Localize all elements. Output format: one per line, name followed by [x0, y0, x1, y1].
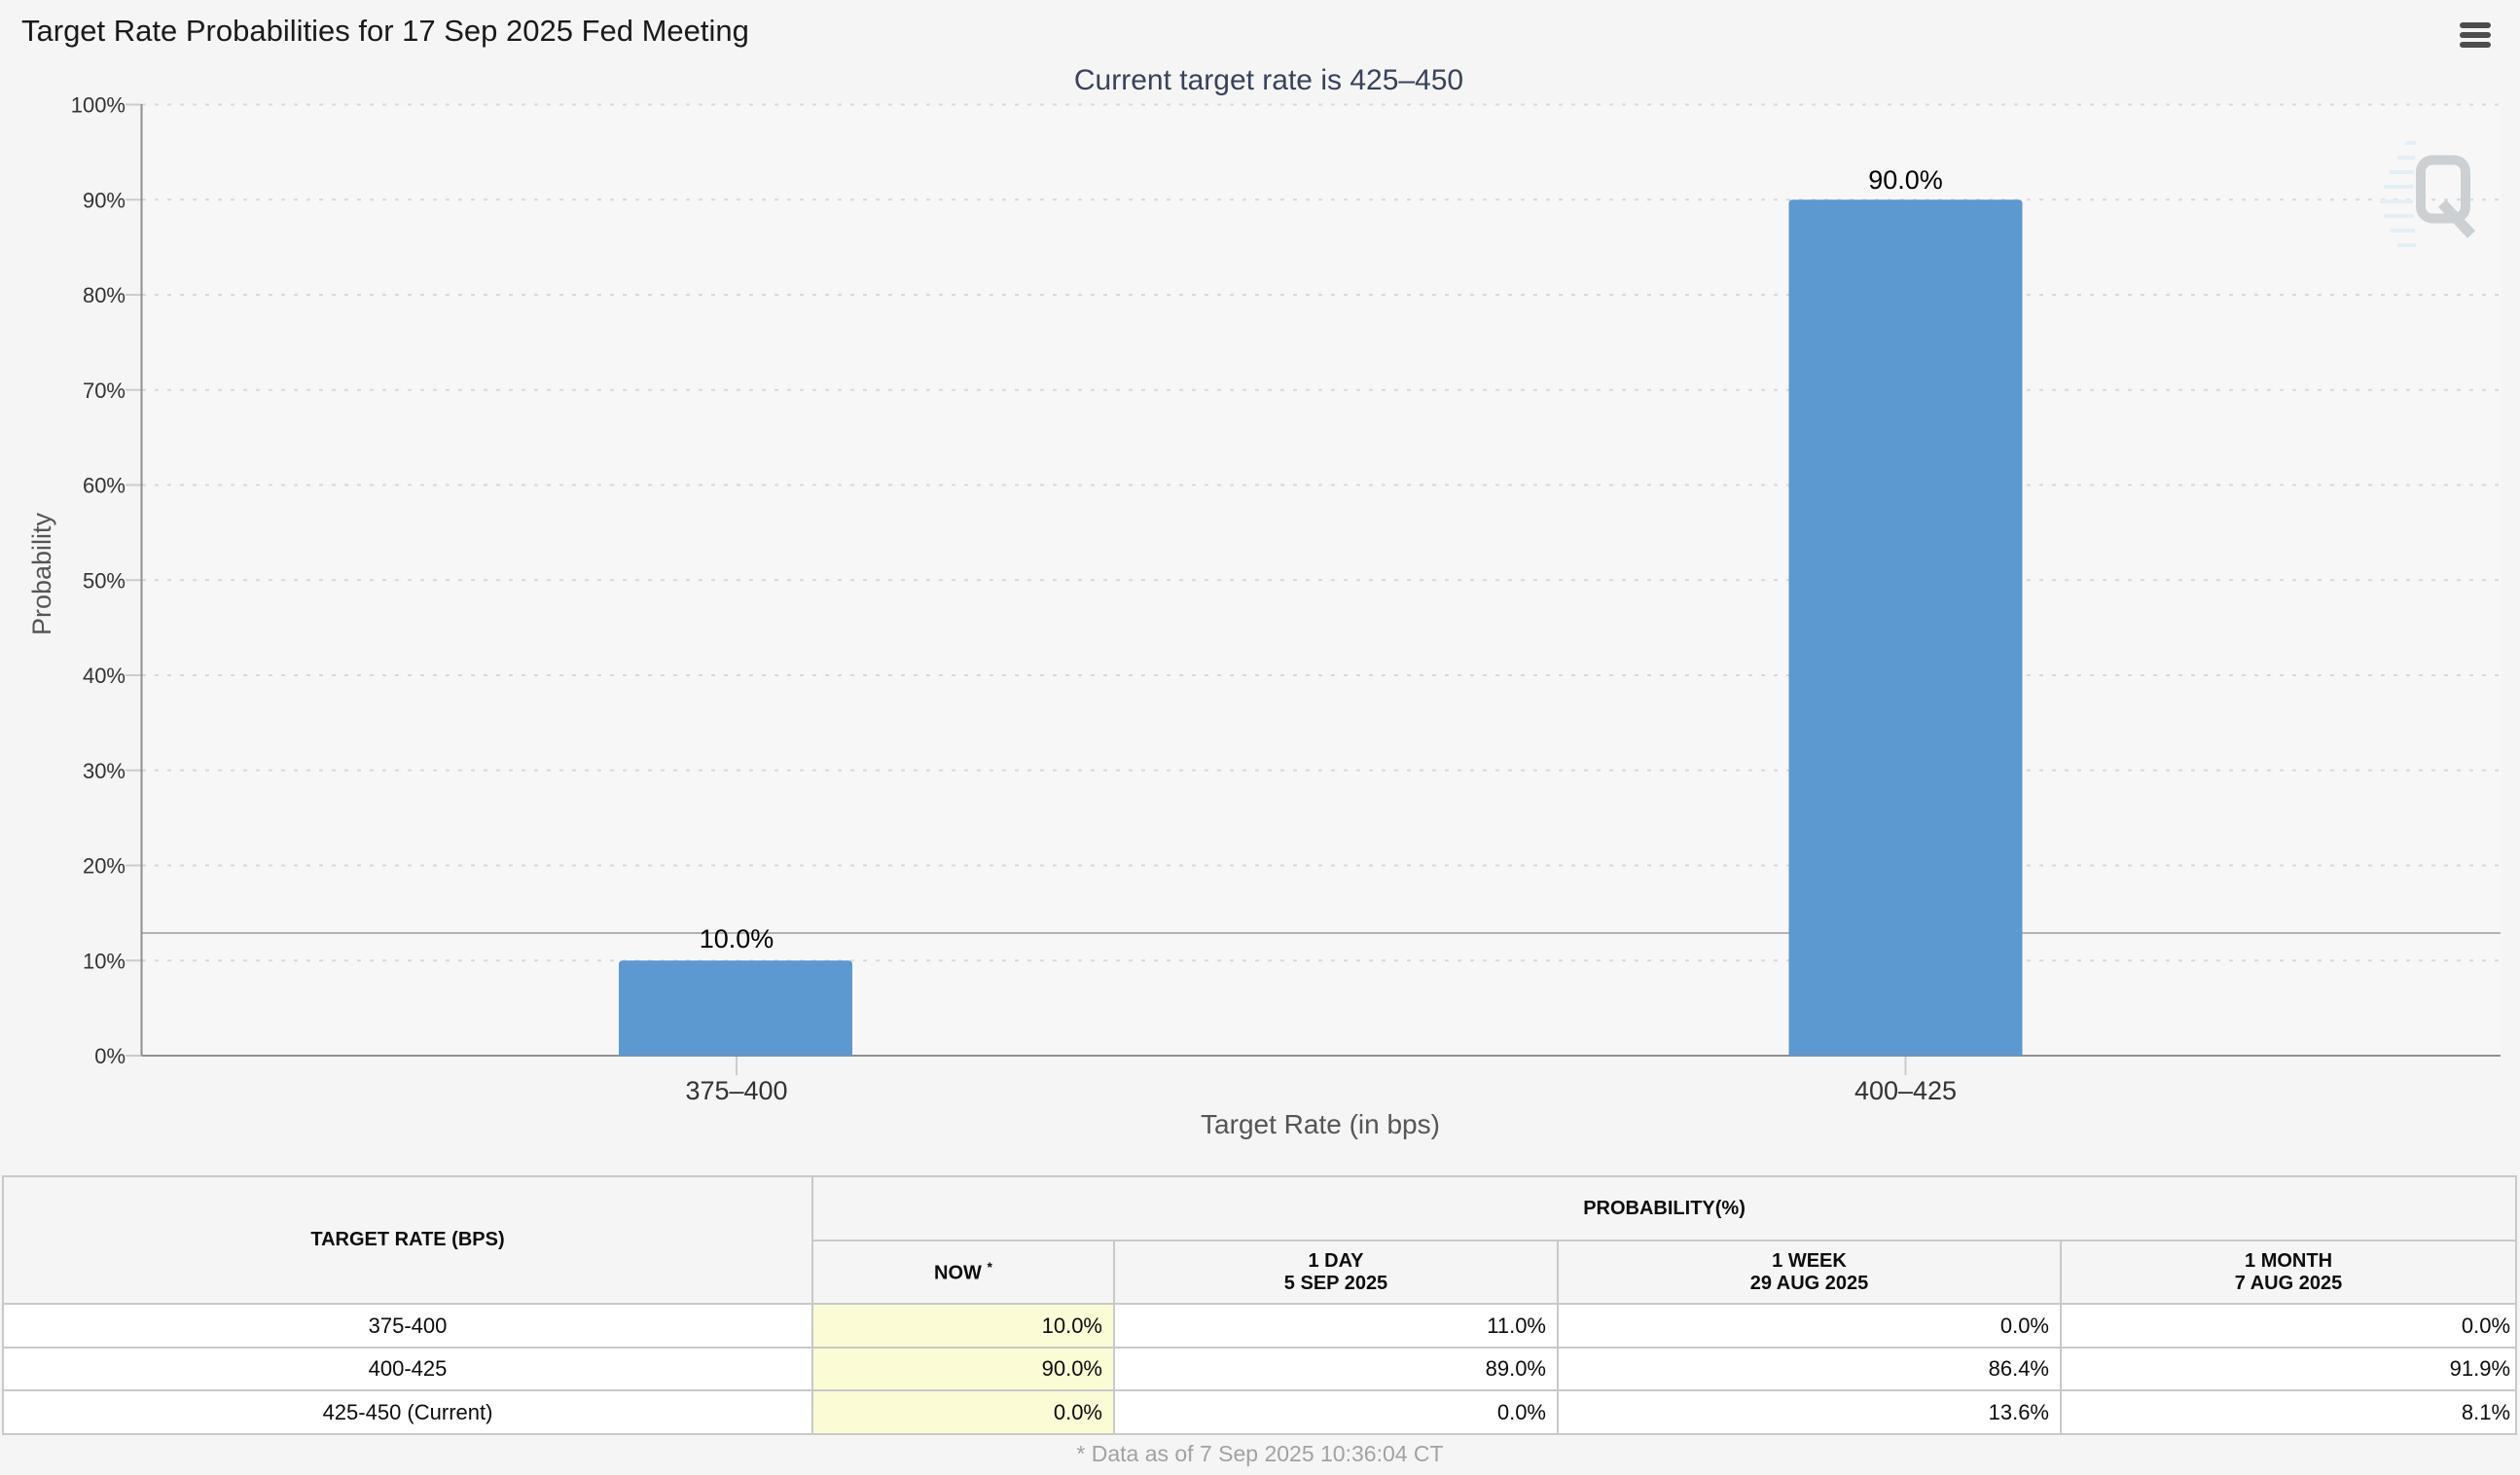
svg-text:30%: 30%	[83, 759, 126, 783]
svg-text:Current target rate is 425–450: Current target rate is 425–450	[1074, 64, 1463, 96]
svg-text:400–425: 400–425	[1854, 1076, 1957, 1105]
svg-text:80%: 80%	[83, 283, 126, 307]
svg-text:60%: 60%	[83, 474, 126, 498]
svg-text:10.0%: 10.0%	[700, 924, 774, 953]
svg-text:10%: 10%	[83, 949, 126, 973]
svg-text:0%: 0%	[94, 1044, 126, 1068]
svg-text:20%: 20%	[83, 854, 126, 879]
svg-text:Probability: Probability	[27, 512, 56, 635]
svg-text:90%: 90%	[83, 188, 126, 212]
svg-text:40%: 40%	[83, 664, 126, 688]
svg-text:100%: 100%	[71, 93, 126, 118]
svg-text:90.0%: 90.0%	[1868, 165, 1943, 195]
svg-text:50%: 50%	[83, 568, 126, 593]
svg-text:Target Rate Probabilities for: Target Rate Probabilities for 17 Sep 202…	[21, 14, 749, 48]
svg-text:70%: 70%	[83, 378, 126, 403]
svg-text:Target Rate (in bps): Target Rate (in bps)	[1201, 1109, 1440, 1139]
svg-text:375–400: 375–400	[685, 1076, 787, 1105]
